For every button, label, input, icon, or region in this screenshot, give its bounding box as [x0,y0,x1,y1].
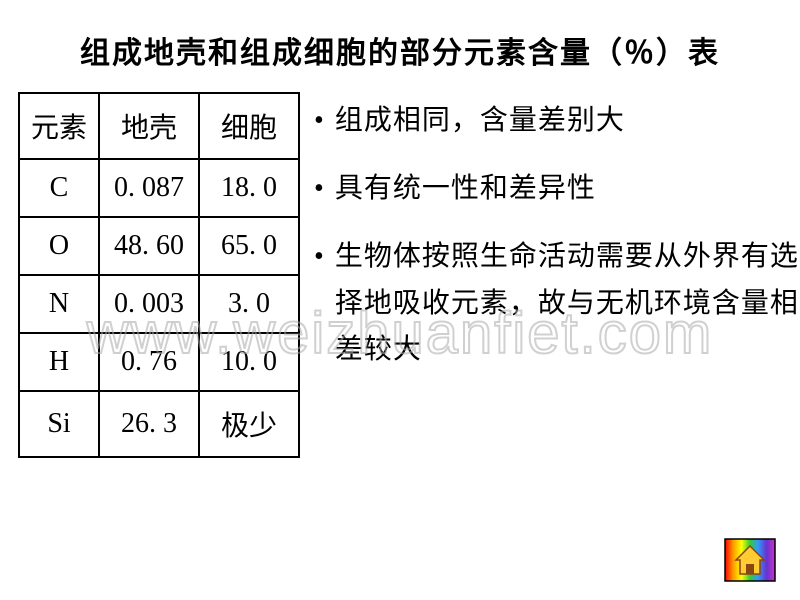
content-area: 元素 地壳 细胞 C 0. 087 18. 0 O 48. 60 65. 0 N… [0,92,800,458]
table-row: N 0. 003 3. 0 [19,275,299,333]
cell-element: N [19,275,99,333]
cell-cell: 3. 0 [199,275,299,333]
bullet-list: • 组成相同，含量差别大 • 具有统一性和差异性 • 生物体按照生命活动需要从外… [300,92,800,458]
bullet-item: • 生物体按照生命活动需要从外界有选择地吸收元素，故与无机环境含量相差较大 [314,234,800,373]
element-table: 元素 地壳 细胞 C 0. 087 18. 0 O 48. 60 65. 0 N… [18,92,300,458]
cell-cell: 10. 0 [199,333,299,391]
cell-crust: 48. 60 [99,217,199,275]
bullet-text: 具有统一性和差异性 [335,166,800,212]
cell-element: O [19,217,99,275]
cell-crust: 0. 003 [99,275,199,333]
table-header-row: 元素 地壳 细胞 [19,93,299,159]
bullet-text: 生物体按照生命活动需要从外界有选择地吸收元素，故与无机环境含量相差较大 [335,234,800,373]
table-row: Si 26. 3 极少 [19,391,299,457]
col-header-cell: 细胞 [199,93,299,159]
cell-cell: 18. 0 [199,159,299,217]
page-title: 组成地壳和组成细胞的部分元素含量（％）表 [0,0,800,92]
bullet-text: 组成相同，含量差别大 [335,98,800,144]
home-button[interactable] [724,538,776,582]
cell-crust: 0. 087 [99,159,199,217]
cell-element: Si [19,391,99,457]
cell-cell: 65. 0 [199,217,299,275]
bullet-item: • 具有统一性和差异性 [314,166,800,212]
cell-element: H [19,333,99,391]
cell-element: C [19,159,99,217]
bullet-item: • 组成相同，含量差别大 [314,98,800,144]
bullet-dot-icon: • [314,166,325,212]
table-row: H 0. 76 10. 0 [19,333,299,391]
cell-crust: 0. 76 [99,333,199,391]
home-icon [724,538,776,582]
bullet-dot-icon: • [314,98,325,144]
col-header-element: 元素 [19,93,99,159]
cell-cell: 极少 [199,391,299,457]
table-row: O 48. 60 65. 0 [19,217,299,275]
table-row: C 0. 087 18. 0 [19,159,299,217]
cell-crust: 26. 3 [99,391,199,457]
col-header-crust: 地壳 [99,93,199,159]
bullet-dot-icon: • [314,234,325,280]
